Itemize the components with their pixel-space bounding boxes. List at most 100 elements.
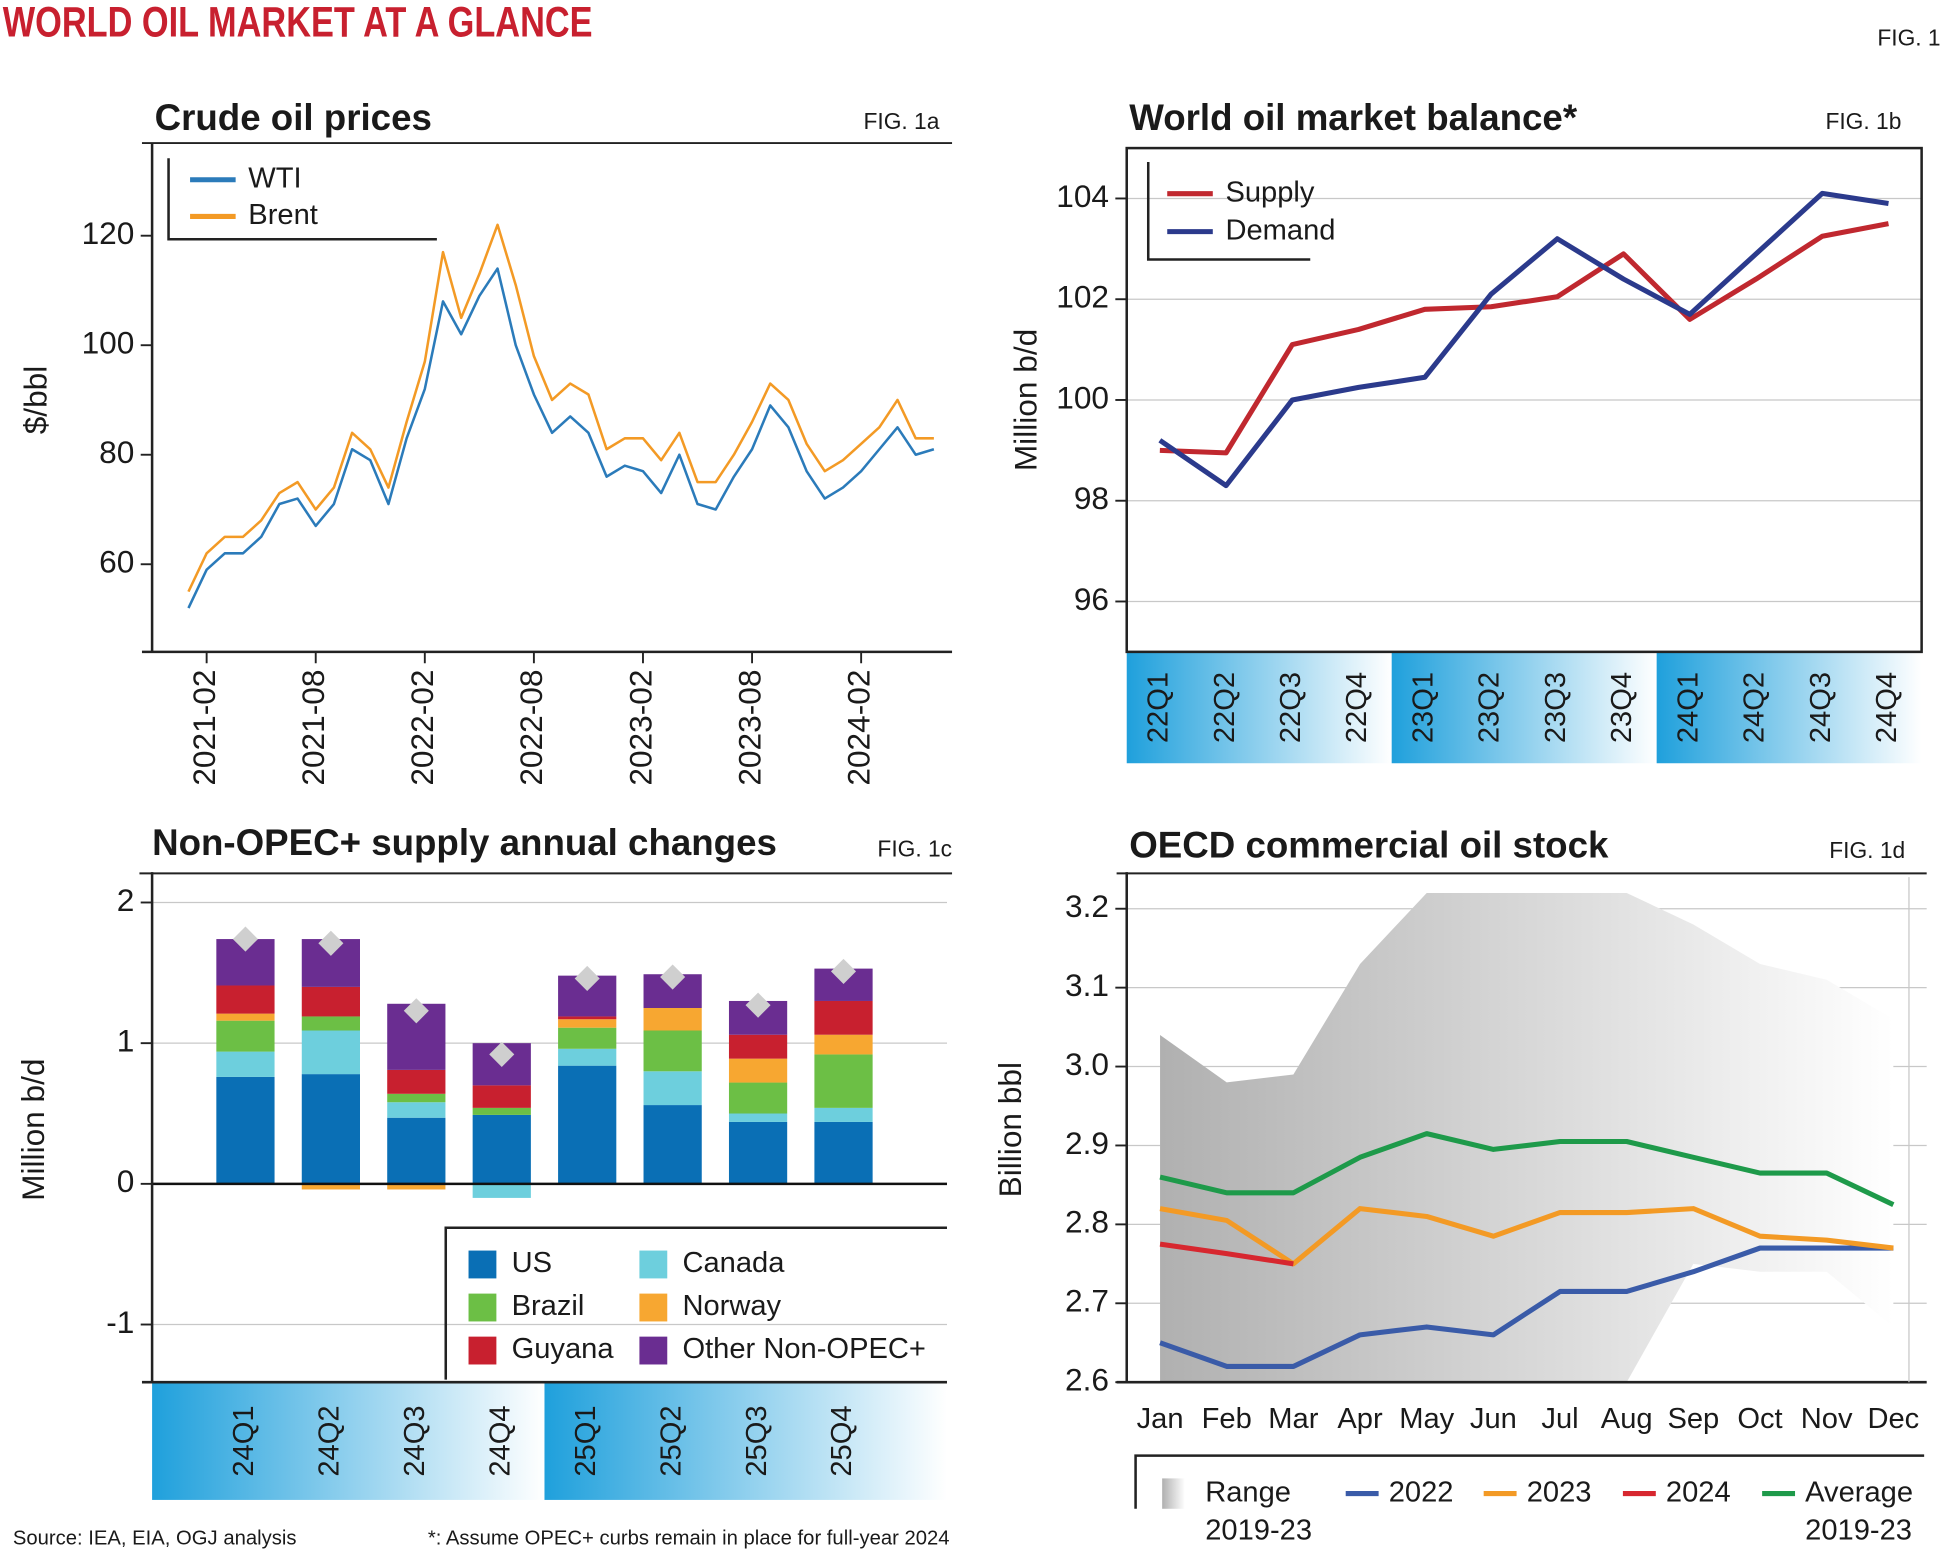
legend-swatch [639,1250,668,1279]
bar-segment [387,1093,446,1103]
page-title: WORLD OIL MARKET AT A GLANCE [3,0,593,47]
legend-label: Brazil [512,1290,585,1322]
bar-segment [814,1000,873,1035]
bar-segment [472,1114,531,1184]
bar-segment [558,1019,617,1028]
x-tick-label: 2022-08 [513,670,549,786]
chart-title: Crude oil prices [155,97,432,138]
legend-frame [167,158,437,241]
bar-segment [301,986,360,1017]
legend-label: WTI [248,162,301,194]
x-tick-label: Nov [1801,1403,1853,1435]
y-tick-label: 0 [117,1163,135,1199]
x-tick-label: 23Q4 [1606,672,1638,743]
y-tick-label: 98 [1074,480,1109,516]
x-tick-label: 25Q4 [826,1405,858,1476]
legend-label: Supply [1225,176,1314,208]
legend-label: 2022 [1389,1476,1454,1508]
x-tick-label: Dec [1867,1403,1919,1435]
y-tick-label: 2.7 [1065,1283,1109,1319]
x-tick-label: 23Q2 [1474,672,1506,743]
bar-segment [814,1121,873,1184]
legend-swatch [639,1336,668,1365]
x-tick-label: 2021-02 [186,670,222,786]
bar-segment [301,1074,360,1184]
total-marker [830,958,857,984]
bar-segment [728,1034,788,1059]
series-line [1159,1241,1294,1267]
x-tick-label: Apr [1337,1403,1383,1435]
figure-label: FIG. 1b [1825,108,1901,134]
source-note: Source: IEA, EIA, OGJ analysis [13,1527,297,1549]
x-tick-label: 23Q1 [1407,672,1439,743]
total-marker [489,1041,515,1067]
y-tick-label: 120 [82,215,135,251]
range-area [1160,892,1894,1383]
bar-segment [814,1034,873,1055]
bar-segment [643,1071,702,1106]
y-tick-label: 104 [1056,178,1109,214]
legend-label: Guyana [512,1333,615,1365]
chart-title: OECD commercial oil stock [1129,825,1609,866]
x-tick-label: 24Q4 [484,1405,516,1476]
x-tick-label: 24Q1 [228,1405,260,1476]
category-band [1391,651,1657,764]
bar-segment [728,1121,788,1184]
series-line [187,223,934,593]
bar-segment [814,1054,873,1108]
bar-segment [643,1007,702,1031]
y-tick-label: 2.6 [1065,1362,1109,1398]
y-axis-label: Billion bbl [992,1062,1028,1197]
bar-segment [728,1113,788,1122]
bar-segment [216,1076,275,1184]
total-marker [745,992,771,1018]
legend-label: US [512,1247,552,1279]
x-tick-label: Feb [1202,1403,1252,1435]
y-tick-label: 2 [117,882,135,918]
chart-title: World oil market balance* [1129,97,1578,138]
x-tick-label: 22Q4 [1341,672,1373,743]
bar-segment [643,1030,702,1072]
bar-segment [558,1048,617,1066]
series-line [1159,221,1889,456]
y-tick-label: 2.8 [1065,1204,1109,1240]
x-tick-label: 2023-02 [622,670,658,786]
y-tick-label: 100 [82,325,135,361]
y-axis-label: Million b/d [1007,329,1043,471]
bar-segment [387,1183,446,1190]
bar-segment [728,1058,788,1083]
bar-segment [387,1069,446,1094]
x-tick-label: 24Q3 [399,1405,431,1476]
y-tick-label: 60 [99,544,134,580]
legend-swatch [468,1336,497,1365]
bar-segment [643,1105,702,1184]
figure-label: FIG. 1a [863,108,939,134]
total-marker [660,964,686,990]
x-tick-label: 25Q2 [655,1405,687,1476]
legend-label: 2023 [1527,1476,1592,1508]
x-tick-label: 24Q4 [1871,672,1903,743]
bar-segment [472,1183,531,1198]
legend-frame [1146,162,1311,261]
legend-swatch [1162,1478,1185,1509]
figure-label: FIG. 1 [1877,24,1940,50]
bar-segment [558,1016,617,1020]
x-tick-label: 24Q1 [1672,672,1704,743]
x-tick-label: 22Q2 [1209,672,1241,743]
series-line [1158,190,1889,489]
y-axis-label: $/bbl [18,366,54,435]
bar-segment [472,1107,531,1115]
bar-segment [472,1085,531,1108]
y-tick-label: 1 [117,1023,135,1059]
legend-frame [444,1226,947,1380]
y-tick-label: 100 [1056,379,1109,415]
legend-label: Average 2019-23 [1805,1476,1921,1546]
legend-label: 2024 [1666,1476,1731,1508]
category-band [1656,651,1922,764]
x-tick-label: 24Q2 [1739,672,1771,743]
category-band [1126,651,1392,764]
legend-swatch [468,1293,497,1322]
bar-segment [216,1020,275,1052]
bar-segment [216,985,275,1014]
